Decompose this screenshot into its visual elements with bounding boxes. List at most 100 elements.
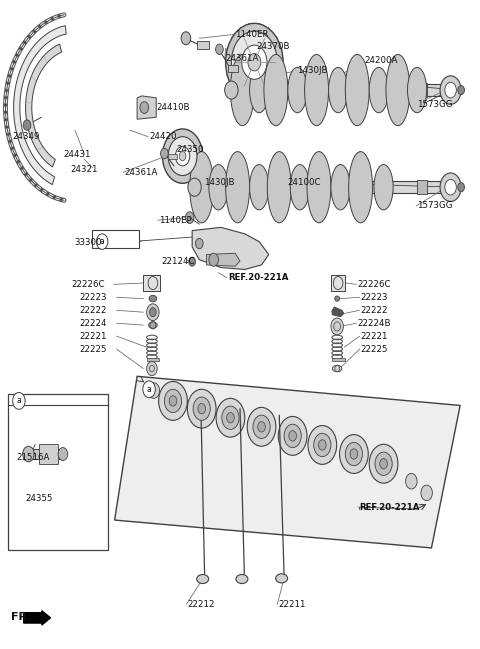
Bar	[228, 66, 238, 72]
Polygon shape	[332, 307, 344, 317]
Circle shape	[375, 452, 392, 476]
Circle shape	[189, 257, 195, 266]
Ellipse shape	[408, 67, 427, 113]
Bar	[194, 180, 204, 194]
Bar	[235, 180, 245, 194]
Text: 22221: 22221	[360, 332, 388, 341]
Bar	[379, 83, 388, 97]
Circle shape	[445, 179, 456, 195]
Ellipse shape	[209, 165, 228, 210]
Text: 22222: 22222	[80, 306, 107, 315]
Text: FR.: FR.	[11, 612, 32, 622]
Bar	[197, 42, 209, 49]
Text: 1140EP: 1140EP	[158, 215, 191, 225]
Ellipse shape	[190, 152, 214, 223]
Text: 24321: 24321	[70, 165, 97, 173]
Ellipse shape	[278, 59, 284, 65]
Text: 33300: 33300	[75, 238, 102, 247]
Circle shape	[258, 422, 265, 432]
Ellipse shape	[227, 47, 232, 53]
Circle shape	[143, 381, 156, 398]
Polygon shape	[192, 227, 269, 269]
Circle shape	[350, 449, 358, 459]
Circle shape	[193, 397, 210, 421]
Circle shape	[440, 173, 461, 201]
Circle shape	[147, 304, 159, 321]
Text: 22226C: 22226C	[357, 280, 391, 289]
Circle shape	[185, 212, 194, 223]
Circle shape	[331, 318, 343, 335]
Ellipse shape	[230, 55, 254, 126]
Circle shape	[147, 361, 157, 376]
Circle shape	[198, 404, 205, 414]
Text: a: a	[16, 397, 21, 406]
Circle shape	[209, 253, 218, 266]
Polygon shape	[115, 376, 460, 548]
Ellipse shape	[227, 71, 232, 77]
Text: 22224: 22224	[80, 319, 107, 328]
Ellipse shape	[332, 365, 342, 372]
Circle shape	[168, 137, 197, 175]
Text: REF.20-221A: REF.20-221A	[360, 502, 420, 511]
Ellipse shape	[265, 28, 270, 35]
Ellipse shape	[257, 23, 261, 31]
Circle shape	[195, 238, 203, 249]
Ellipse shape	[288, 67, 307, 113]
Circle shape	[440, 76, 461, 104]
Bar	[39, 445, 58, 464]
Text: 22211: 22211	[278, 600, 306, 609]
Ellipse shape	[335, 296, 339, 301]
Ellipse shape	[272, 36, 277, 43]
Bar	[190, 181, 458, 193]
Text: 24410B: 24410B	[156, 103, 190, 112]
Ellipse shape	[248, 93, 252, 101]
Circle shape	[188, 178, 201, 196]
Text: 22222: 22222	[360, 306, 388, 315]
Text: 1573GG: 1573GG	[417, 100, 453, 109]
Circle shape	[242, 45, 267, 79]
Bar	[332, 358, 345, 361]
Circle shape	[162, 129, 203, 183]
Ellipse shape	[248, 23, 252, 31]
Circle shape	[284, 424, 301, 448]
Bar	[144, 275, 160, 291]
Circle shape	[458, 86, 465, 95]
Bar	[307, 83, 317, 97]
Circle shape	[96, 234, 108, 249]
Circle shape	[308, 426, 336, 465]
Circle shape	[380, 459, 387, 469]
Circle shape	[216, 398, 245, 437]
Ellipse shape	[149, 322, 157, 328]
FancyArrow shape	[24, 611, 50, 625]
Bar	[168, 154, 177, 160]
Circle shape	[58, 448, 68, 461]
Polygon shape	[137, 96, 156, 119]
Bar	[8, 395, 108, 550]
Circle shape	[179, 152, 186, 161]
Circle shape	[23, 447, 34, 462]
Circle shape	[231, 31, 277, 93]
Ellipse shape	[276, 71, 282, 77]
Text: a: a	[100, 237, 105, 246]
Text: 22224B: 22224B	[357, 319, 391, 328]
Ellipse shape	[225, 59, 231, 65]
Text: 1573GG: 1573GG	[417, 201, 453, 210]
Ellipse shape	[239, 28, 243, 35]
Bar	[92, 230, 140, 248]
Ellipse shape	[307, 152, 331, 223]
Text: 24355: 24355	[25, 493, 53, 502]
Text: 1430JB: 1430JB	[204, 178, 235, 186]
Ellipse shape	[257, 93, 261, 101]
Circle shape	[227, 413, 234, 423]
Ellipse shape	[345, 55, 369, 126]
Circle shape	[150, 308, 156, 317]
Text: 22221: 22221	[80, 332, 107, 341]
Circle shape	[445, 82, 456, 98]
Circle shape	[23, 120, 31, 130]
Circle shape	[160, 149, 168, 159]
Ellipse shape	[236, 574, 248, 583]
Ellipse shape	[331, 165, 350, 210]
Text: a: a	[147, 385, 151, 394]
Ellipse shape	[386, 55, 410, 126]
Circle shape	[187, 389, 216, 428]
